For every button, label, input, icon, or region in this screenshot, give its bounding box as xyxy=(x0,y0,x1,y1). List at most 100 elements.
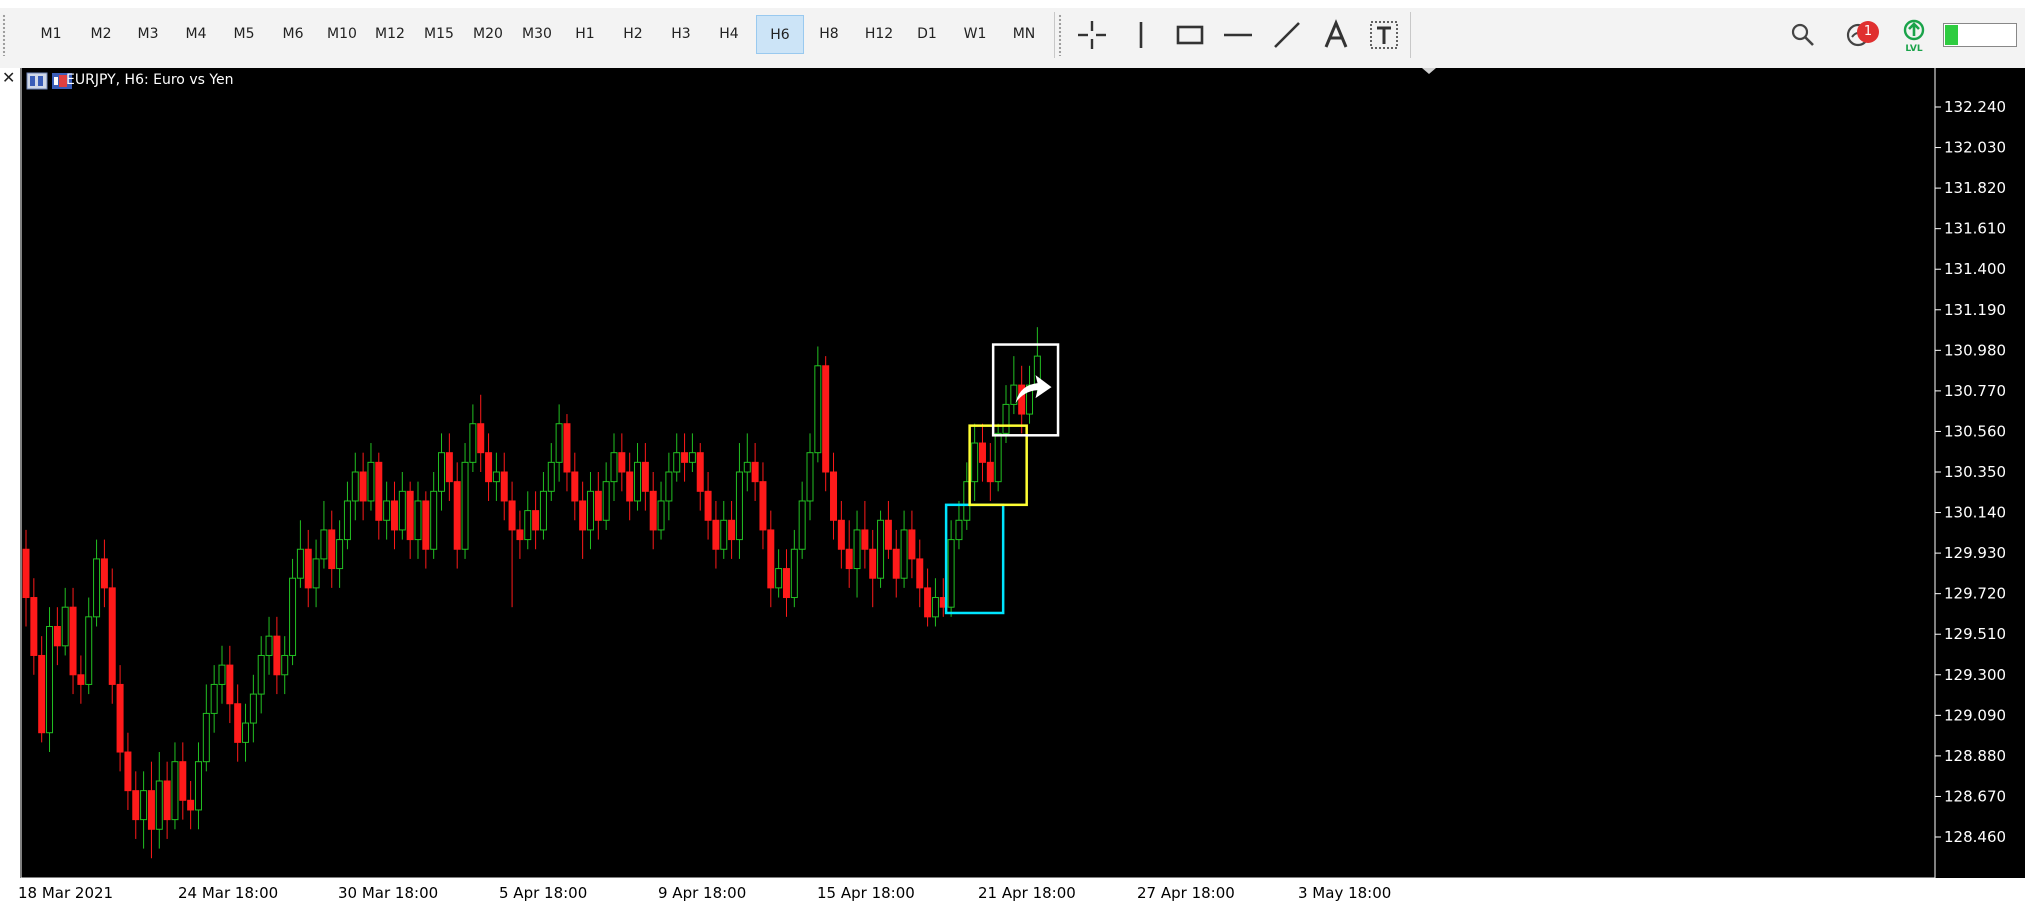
candle xyxy=(853,510,861,598)
timeframe-m15-button[interactable]: M15 xyxy=(424,26,454,42)
timeframe-m3-button[interactable]: M3 xyxy=(137,26,159,42)
text-icon[interactable] xyxy=(1316,15,1356,54)
candle xyxy=(1010,356,1018,415)
y-tick-label: 129.090 xyxy=(1944,706,2006,724)
candle xyxy=(477,394,485,472)
candle xyxy=(320,500,328,569)
timeframe-mn-button[interactable]: MN xyxy=(1012,26,1036,42)
y-tick-label: 130.560 xyxy=(1944,422,2006,440)
timeframe-m1-button[interactable]: M1 xyxy=(40,26,62,42)
timeframe-d1-button[interactable]: D1 xyxy=(917,26,937,42)
y-tick-label: 132.240 xyxy=(1944,98,2006,116)
candle-body-up xyxy=(469,423,477,463)
candle-body-up xyxy=(351,471,359,502)
y-tick-label: 129.300 xyxy=(1944,666,2006,684)
candle xyxy=(759,462,767,550)
timeframe-m4-button[interactable]: M4 xyxy=(185,26,207,42)
timeframe-m20-button[interactable]: M20 xyxy=(473,26,503,42)
timeframe-h8-button[interactable]: H8 xyxy=(819,26,839,42)
y-tick-label: 130.140 xyxy=(1944,504,2006,522)
candle-body-up xyxy=(336,539,344,570)
candlestick-chart: 132.240 132.030 131.820 131.610 131.400 131.1… xyxy=(20,68,2006,884)
timeframe-h6-button[interactable]: H6 xyxy=(756,15,804,54)
candle-body-up xyxy=(634,461,642,502)
timeframe-h2-button[interactable]: H2 xyxy=(623,26,643,42)
rectangle-icon[interactable] xyxy=(1170,15,1210,54)
timeframe-h3-button[interactable]: H3 xyxy=(671,26,691,42)
search-icon[interactable] xyxy=(1783,15,1823,54)
candle xyxy=(610,433,618,501)
candle xyxy=(132,771,140,839)
candle-body-up xyxy=(547,461,555,492)
candle-body-down xyxy=(485,452,493,483)
chart-window[interactable]: 132.240 132.030 131.820 131.610 131.400 131.1… xyxy=(20,68,2025,907)
candle xyxy=(187,780,195,830)
candle-body-up xyxy=(265,635,273,656)
candle-body-up xyxy=(320,529,328,560)
candle-body-down xyxy=(594,490,602,521)
candle-body-up xyxy=(461,461,469,550)
y-tick-label: 129.510 xyxy=(1944,625,2006,643)
candle-body-up xyxy=(688,452,696,463)
candle xyxy=(806,433,814,521)
candle-body-down xyxy=(422,500,430,550)
timeframe-m5-button[interactable]: M5 xyxy=(233,26,255,42)
vertical-line-icon[interactable] xyxy=(1121,15,1161,54)
candle-body-down xyxy=(892,548,900,579)
close-icon[interactable]: ✕ xyxy=(2,68,16,87)
timeframe-m30-button[interactable]: M30 xyxy=(522,26,552,42)
chart-grid-icon xyxy=(26,72,48,90)
timeframe-m6-button[interactable]: M6 xyxy=(282,26,304,42)
crosshair-icon[interactable] xyxy=(1072,15,1112,54)
candle xyxy=(453,462,461,569)
candle-body-up xyxy=(673,452,681,473)
y-tick-label: 129.720 xyxy=(1944,585,2006,603)
candle-body-down xyxy=(77,674,85,685)
timeframe-w1-button[interactable]: W1 xyxy=(963,26,987,42)
timeframe-h4-button[interactable]: H4 xyxy=(719,26,739,42)
timeframe-h12-button[interactable]: H12 xyxy=(864,26,894,42)
y-tick-label: 131.610 xyxy=(1944,220,2006,238)
candle-body-up xyxy=(194,761,202,811)
candle xyxy=(312,539,320,608)
candle-body-up xyxy=(383,500,391,521)
candle-body-up xyxy=(398,490,406,531)
candle-body-up xyxy=(281,654,289,676)
candle xyxy=(579,481,587,559)
horizontal-line-icon[interactable] xyxy=(1218,15,1258,54)
candle-body-down xyxy=(132,790,140,821)
y-tick-label: 128.460 xyxy=(1944,828,2006,846)
toolbar-separator xyxy=(1054,12,1055,58)
toolbar-grip[interactable] xyxy=(1058,14,1062,56)
candle-body-down xyxy=(869,548,877,579)
candle-body-up xyxy=(994,432,1002,483)
toolbar-grip[interactable] xyxy=(2,14,6,56)
trendline-icon[interactable] xyxy=(1267,15,1307,54)
chart-expert-icon xyxy=(51,72,73,90)
candle xyxy=(814,346,822,463)
text-label-icon[interactable] xyxy=(1364,15,1404,54)
candle-body-up xyxy=(900,529,908,579)
candle xyxy=(194,742,202,830)
candle-body-up xyxy=(971,442,979,483)
candle xyxy=(202,684,210,772)
candle xyxy=(916,539,924,608)
timeframe-m10-button[interactable]: M10 xyxy=(327,26,357,42)
timeframe-m12-button[interactable]: M12 xyxy=(375,26,405,42)
candle xyxy=(822,356,830,492)
signal-upload-icon[interactable]: LVL xyxy=(1894,15,1934,54)
candle-body-up xyxy=(524,510,532,541)
candle-body-up xyxy=(430,490,438,550)
candle xyxy=(375,452,383,540)
candle-body-down xyxy=(445,452,453,483)
candle xyxy=(406,481,414,559)
candle-body-down xyxy=(563,423,571,473)
candle xyxy=(383,481,391,540)
candle xyxy=(516,510,524,559)
candle xyxy=(492,452,500,501)
candle xyxy=(971,423,979,501)
candle xyxy=(712,500,720,569)
candle xyxy=(30,578,38,675)
timeframe-m2-button[interactable]: M2 xyxy=(90,26,112,42)
timeframe-h1-button[interactable]: H1 xyxy=(575,26,595,42)
